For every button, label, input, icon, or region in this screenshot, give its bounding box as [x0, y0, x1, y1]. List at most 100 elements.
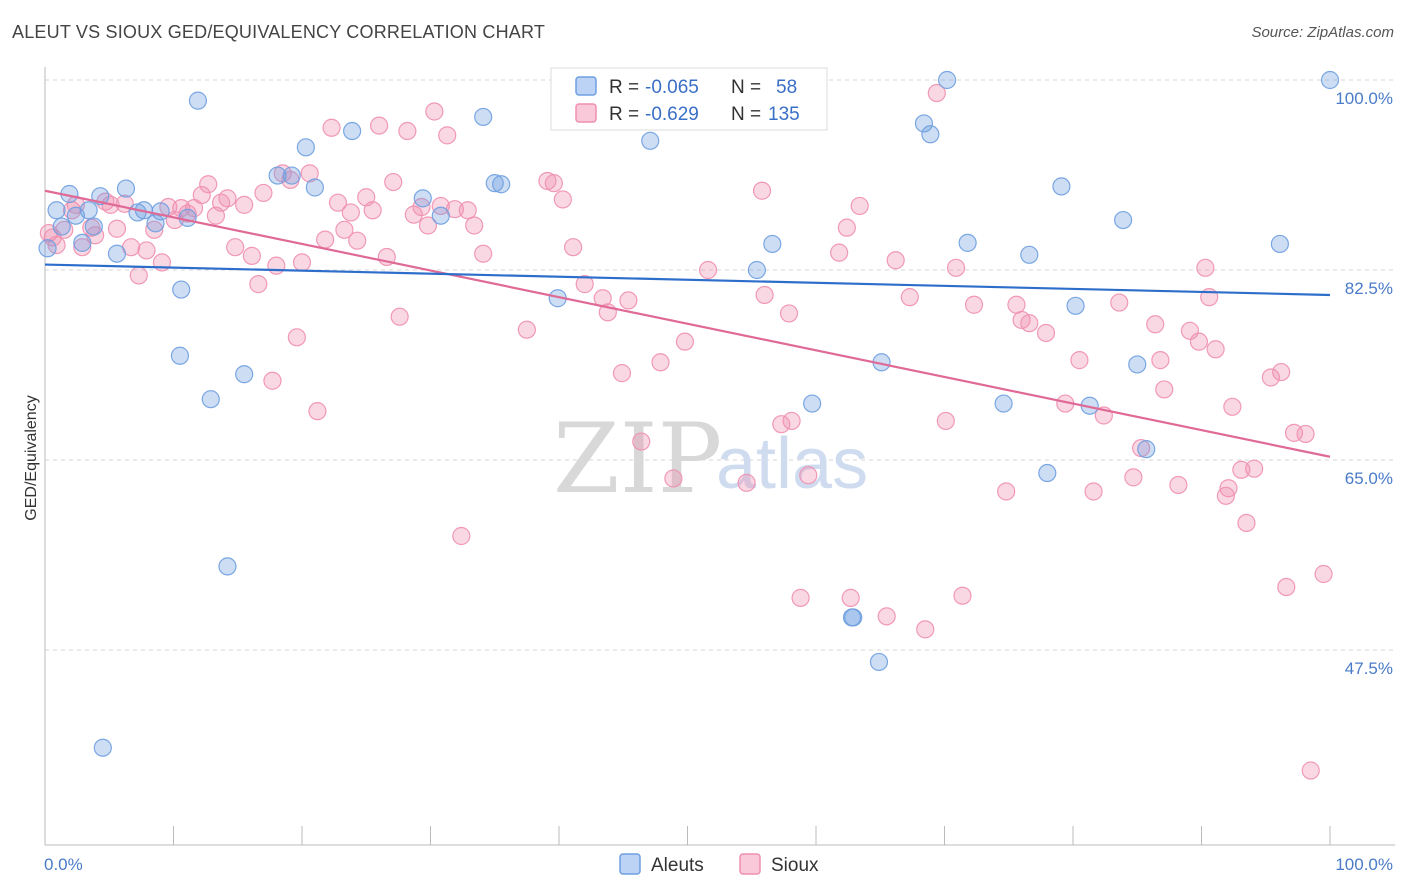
watermark-zip: ZIP	[553, 403, 722, 515]
sioux-point-90	[886, 251, 905, 270]
sioux-trendline	[44, 189, 1331, 458]
sioux-point-104	[1084, 482, 1103, 501]
sioux-point-100	[1020, 314, 1039, 333]
aleuts-point-40	[869, 652, 889, 672]
legend-n-value-sioux: 135	[768, 104, 800, 125]
bottom-legend-label-aleuts: Aleuts	[651, 855, 704, 876]
sioux-point-120	[1223, 397, 1242, 416]
aleuts-point-36	[763, 234, 782, 254]
sioux-point-58	[431, 196, 450, 216]
watermark: ZIP atlas	[553, 403, 868, 515]
aleuts-point-43	[937, 70, 957, 90]
legend-r-value-sioux: -0.629	[645, 104, 699, 125]
sioux-point-42	[322, 118, 341, 137]
axes	[44, 67, 1395, 846]
sioux-point-69	[564, 238, 583, 257]
sioux-point-106	[1110, 293, 1129, 312]
sioux-point-114	[1189, 332, 1209, 351]
aleuts-point-0	[38, 239, 57, 258]
aleuts-point-30	[485, 174, 504, 193]
sioux-point-61	[452, 526, 471, 546]
aleuts-point-20	[218, 557, 237, 576]
aleuts-point-39	[844, 608, 863, 627]
sioux-point-117	[1206, 340, 1225, 359]
bottom-legend-label-sioux: Sioux	[771, 855, 819, 876]
sioux-point-63	[465, 216, 484, 235]
aleuts-point-25	[305, 178, 324, 197]
aleuts-point-15	[172, 280, 191, 299]
sioux-point-111	[1155, 380, 1174, 399]
sioux-point-31	[249, 275, 268, 294]
sioux-point-94	[936, 411, 955, 431]
aleuts-point-26	[343, 121, 362, 141]
sioux-point-91	[900, 288, 919, 307]
sioux-point-86	[830, 243, 849, 262]
aleuts-point-5	[73, 233, 92, 252]
aleuts-point-48	[1038, 463, 1057, 483]
sioux-point-123	[1245, 459, 1264, 478]
series-aleuts-points	[38, 70, 1340, 757]
aleuts-point-14	[151, 202, 170, 221]
sioux-point-122	[1237, 513, 1256, 533]
sioux-point-39	[300, 164, 319, 183]
sioux-point-44	[335, 220, 354, 239]
sioux-point-62	[458, 201, 477, 220]
sioux-point-124	[1261, 368, 1280, 387]
aleuts-point-33	[641, 131, 660, 150]
aleuts-point-57	[93, 738, 112, 757]
legend-n-label-sioux: N =	[731, 104, 761, 125]
sioux-point-131	[752, 181, 772, 200]
aleuts-point-22	[268, 166, 287, 185]
chart-source: Source: ZipAtlas.com	[1251, 24, 1394, 41]
legend-r-label-sioux: R =	[609, 104, 639, 125]
aleuts-point-50	[1066, 296, 1085, 315]
sioux-point-126	[1277, 577, 1296, 597]
sioux-point-32	[254, 183, 273, 203]
sioux-point-24	[199, 175, 218, 194]
sioux-point-92	[916, 620, 935, 639]
y-axis-title: GED/Equivalency	[23, 395, 40, 520]
sioux-point-125	[1272, 362, 1291, 382]
sioux-point-64	[474, 244, 493, 263]
aleuts-point-17	[178, 208, 197, 227]
y-tick-label-1: 65.0%	[1345, 469, 1393, 488]
sioux-point-6	[73, 238, 92, 257]
aleuts-point-16	[170, 346, 190, 365]
sioux-point-16	[145, 220, 164, 239]
sioux-point-30	[242, 246, 261, 265]
aleuts-point-28	[431, 206, 450, 225]
sioux-point-115	[1196, 258, 1215, 277]
aleuts-trendline	[44, 263, 1331, 297]
aleuts-point-44	[921, 125, 940, 144]
sioux-point-56	[418, 216, 438, 235]
legend-r-label-aleuts: R =	[609, 77, 639, 98]
sioux-point-77	[664, 469, 683, 488]
sioux-point-14	[129, 266, 148, 285]
aleuts-point-13	[146, 214, 165, 233]
sioux-point-67	[544, 174, 563, 193]
aleuts-point-24	[296, 138, 315, 157]
sioux-point-33	[263, 371, 282, 390]
aleuts-point-23	[282, 166, 301, 185]
aleuts-point-47	[1020, 245, 1039, 264]
sioux-point-57	[425, 102, 444, 121]
aleuts-point-34	[747, 260, 766, 280]
sioux-point-52	[390, 307, 409, 326]
chart-title: ALEUT VS SIOUX GED/EQUIVALENCY CORRELATI…	[12, 22, 546, 42]
sioux-point-128	[1296, 424, 1315, 444]
sioux-point-65	[517, 320, 536, 339]
sioux-point-89	[877, 607, 896, 626]
sioux-point-132	[791, 588, 810, 607]
sioux-point-88	[850, 196, 869, 216]
sioux-point-54	[404, 205, 423, 224]
aleuts-point-42	[914, 114, 934, 133]
sioux-point-95	[946, 258, 966, 277]
aleuts-point-9	[107, 244, 127, 263]
aleuts-point-49	[1052, 177, 1071, 196]
sioux-point-29	[235, 195, 254, 214]
x-tick-label-1: 100.0%	[1335, 855, 1393, 874]
legend-n-value-aleuts: 58	[776, 77, 797, 98]
sioux-point-68	[553, 190, 572, 209]
sioux-point-75	[632, 432, 651, 451]
